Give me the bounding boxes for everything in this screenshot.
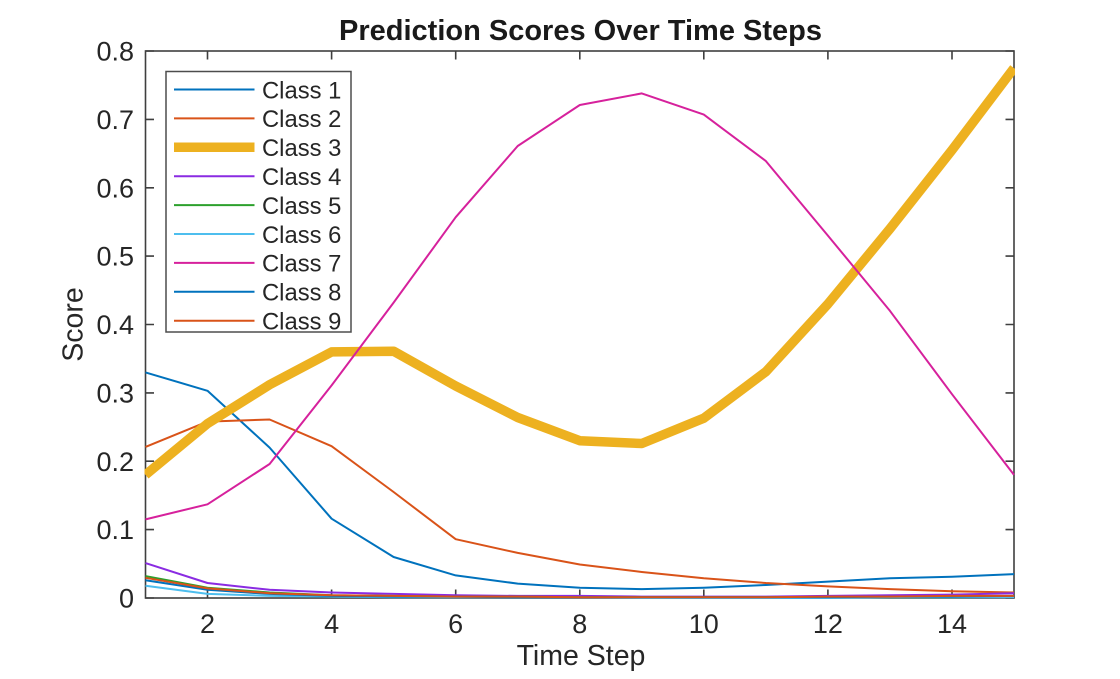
svg-text:Class 4: Class 4 xyxy=(262,164,341,191)
svg-text:0.7: 0.7 xyxy=(96,105,134,135)
svg-text:Class 6: Class 6 xyxy=(262,222,341,249)
svg-text:2: 2 xyxy=(200,609,215,639)
svg-text:Prediction Scores Over Time St: Prediction Scores Over Time Steps xyxy=(339,15,822,47)
svg-text:0.6: 0.6 xyxy=(96,173,134,203)
svg-text:Class 9: Class 9 xyxy=(262,309,341,336)
svg-text:Class 7: Class 7 xyxy=(262,251,341,278)
svg-text:0.1: 0.1 xyxy=(96,515,134,545)
svg-text:Score: Score xyxy=(58,287,90,361)
svg-text:Class 8: Class 8 xyxy=(262,280,341,307)
svg-text:8: 8 xyxy=(572,609,587,639)
svg-text:14: 14 xyxy=(937,609,967,639)
svg-text:0.8: 0.8 xyxy=(96,37,134,67)
svg-text:0.3: 0.3 xyxy=(96,379,134,409)
svg-text:Time Step: Time Step xyxy=(517,640,646,672)
svg-text:4: 4 xyxy=(324,609,339,639)
svg-text:12: 12 xyxy=(813,609,843,639)
svg-text:0.4: 0.4 xyxy=(96,310,134,340)
svg-text:Class 1: Class 1 xyxy=(262,77,341,104)
svg-text:0.2: 0.2 xyxy=(96,447,134,477)
svg-text:Class 3: Class 3 xyxy=(262,135,341,162)
svg-text:0.5: 0.5 xyxy=(96,242,134,272)
svg-text:0: 0 xyxy=(119,584,134,614)
svg-text:Class 5: Class 5 xyxy=(262,193,341,220)
svg-text:10: 10 xyxy=(689,609,719,639)
svg-text:6: 6 xyxy=(448,609,463,639)
svg-text:Class 2: Class 2 xyxy=(262,106,341,133)
